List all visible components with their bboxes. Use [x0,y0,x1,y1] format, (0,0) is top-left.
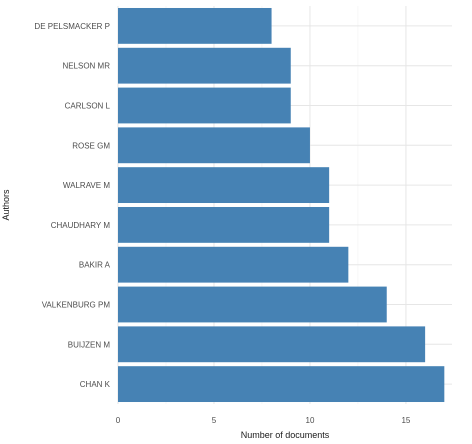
x-tick-label: 10 [306,416,315,425]
y-axis-title: Authors [1,189,11,221]
y-tick-label: BUIJZEN M [68,340,111,349]
y-tick-label: WALRAVE M [63,181,110,190]
y-tick-label: DE PELSMACKER P [34,22,110,31]
y-tick-labels: DE PELSMACKER P NELSON MR CARLSON L ROSE GM… [34,22,110,389]
y-tick-label: CARLSON L [65,102,111,111]
bar [118,246,349,283]
bar [118,7,272,44]
y-tick-label: BAKIR A [79,261,111,270]
x-tick-label: 0 [116,416,121,425]
bars-layer [118,7,445,403]
x-tick-label: 15 [401,416,410,425]
bar [118,167,330,204]
bar [118,366,445,403]
y-tick-label: ROSE GM [72,141,110,150]
bar [118,326,426,363]
y-tick-label: VALKENBURG PM [42,301,111,310]
x-axis-title: Number of documents [241,430,330,440]
x-tick-label: 5 [212,416,217,425]
bar [118,127,310,164]
y-tick-label: CHAN K [80,380,111,389]
y-tick-label: CHAUDHARY M [51,221,111,230]
x-tick-labels: 0 5 10 15 [116,416,411,425]
y-tick-label: NELSON MR [62,62,110,71]
bar [118,286,387,323]
bar [118,47,291,84]
bar [118,87,291,124]
bar [118,206,330,243]
